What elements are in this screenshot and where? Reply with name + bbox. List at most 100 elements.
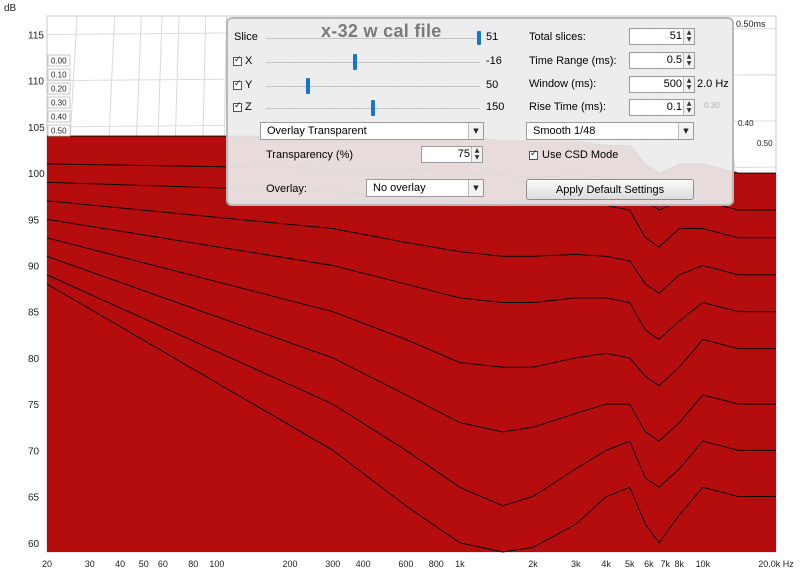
x-label: X <box>245 55 253 67</box>
y-axis-ticks: 60 65 70 75 80 85 90 95 100 105 110 115 <box>28 30 45 549</box>
spinner-arrows-icon[interactable]: ▲ ▼ <box>683 100 694 115</box>
slice-line <box>46 218 776 340</box>
depth-label-top: 0.50ms <box>736 19 766 29</box>
slice-line <box>46 274 776 507</box>
y-slider-thumb[interactable] <box>306 78 310 94</box>
y-slider-track[interactable] <box>266 86 480 87</box>
window-value: 500 <box>663 78 682 90</box>
x-tick-label: 20 <box>42 559 52 569</box>
transparency-spinner[interactable]: 75 ▲ ▼ <box>421 146 483 163</box>
chevron-down-icon[interactable]: ▼ <box>468 180 483 196</box>
rise-time-label: Rise Time (ms): <box>529 101 606 113</box>
chevron-down-icon[interactable]: ▼ <box>468 123 483 139</box>
y-axis-label: dB <box>4 3 17 14</box>
window-hz-value: 2.0 Hz <box>697 78 729 90</box>
depth-label-mid: 0.40 <box>738 119 754 128</box>
time-label-box <box>47 96 71 109</box>
z-label: Z <box>245 101 252 113</box>
total-slices-spinner[interactable]: 51 ▲ ▼ <box>629 28 695 45</box>
x-slider-track[interactable] <box>266 62 480 63</box>
slice-slider-track[interactable] <box>266 38 480 39</box>
x-tick-label: 2k <box>528 559 538 569</box>
overlay-mode-dropdown[interactable]: Overlay Transparent ▼ <box>260 122 484 140</box>
spinner-arrows-icon[interactable]: ▲ ▼ <box>683 53 694 68</box>
x-tick-label: 200 <box>282 559 297 569</box>
time-label: 0.10 <box>51 71 67 80</box>
y-tick-label: 115 <box>28 30 44 41</box>
overlay-mode-value: Overlay Transparent <box>267 125 367 137</box>
x-tick-label: 30 <box>85 559 95 569</box>
y-label: Y <box>245 79 253 91</box>
slice-value: 51 <box>486 31 499 43</box>
x-checkbox[interactable] <box>233 55 242 66</box>
spinner-arrows-icon[interactable]: ▲ ▼ <box>471 147 482 162</box>
time-label: 0.00 <box>51 57 67 66</box>
x-tick-label: 80 <box>188 559 198 569</box>
waterfall-controls-panel: x-32 w cal file Slice 51 X -16 Y 50 Z 15… <box>226 17 734 206</box>
x-tick-label: 8k <box>675 559 685 569</box>
x-value: -16 <box>486 55 502 67</box>
rise-time-spinner[interactable]: 0.1 ▲ ▼ <box>629 99 695 116</box>
overlay-label: Overlay: <box>266 183 307 195</box>
time-label-box <box>47 54 71 67</box>
depth-label-low: 0.50 <box>757 139 773 148</box>
time-label: 0.30 <box>51 99 67 108</box>
chevron-down-icon[interactable]: ▼ <box>678 123 693 139</box>
apply-default-settings-button[interactable]: Apply Default Settings <box>526 179 694 200</box>
y-checkbox[interactable] <box>233 79 242 90</box>
slice-label: Slice <box>234 31 258 43</box>
time-label: 0.40 <box>51 113 67 122</box>
transparency-label: Transparency (%) <box>266 149 354 161</box>
x-tick-label: 1k <box>455 559 465 569</box>
time-range-spinner[interactable]: 0.5 ▲ ▼ <box>629 52 695 69</box>
overlay-dropdown[interactable]: No overlay ▼ <box>366 179 484 197</box>
time-label-box <box>47 68 71 81</box>
y-tick-label: 85 <box>28 308 40 319</box>
slice-line <box>46 200 776 294</box>
time-range-label: Time Range (ms): <box>529 55 617 67</box>
rise-time-value: 0.1 <box>666 101 682 113</box>
z-value: 150 <box>486 101 505 113</box>
x-tick-label: 600 <box>398 559 413 569</box>
total-slices-value: 51 <box>669 30 682 42</box>
slice-fill <box>47 284 776 552</box>
waterfall-slices <box>46 135 776 553</box>
time-label-box <box>47 124 71 137</box>
y-tick-label: 60 <box>28 539 40 550</box>
y-tick-label: 95 <box>28 215 40 226</box>
use-csd-checkbox[interactable] <box>529 149 538 160</box>
y-tick-label: 110 <box>28 77 44 88</box>
time-label-box <box>47 110 71 123</box>
transparency-value: 75 <box>457 148 470 160</box>
x-tick-label: 20.0k Hz <box>758 559 794 569</box>
slice-line <box>46 255 776 442</box>
y-tick-label: 100 <box>28 169 45 180</box>
x-tick-label: 400 <box>356 559 371 569</box>
x-tick-label: 60 <box>158 559 168 569</box>
y-tick-label: 105 <box>28 123 45 134</box>
y-tick-label: 75 <box>28 400 40 411</box>
spinner-arrows-icon[interactable]: ▲ ▼ <box>683 77 694 92</box>
slice-slider-thumb[interactable] <box>477 31 481 45</box>
time-label: 0.50 <box>51 127 67 136</box>
time-label: 0.20 <box>51 85 67 94</box>
y-tick-label: 70 <box>28 446 40 457</box>
x-slider-thumb[interactable] <box>353 54 357 70</box>
x-tick-label: 10k <box>696 559 711 569</box>
y-tick-label: 90 <box>28 262 40 273</box>
z-checkbox[interactable] <box>233 101 242 112</box>
x-tick-label: 5k <box>625 559 635 569</box>
window-spinner[interactable]: 500 ▲ ▼ <box>629 76 695 93</box>
overlay-value: No overlay <box>373 182 426 194</box>
x-axis-ticks: 20 30 40 50 60 80 100 200 300 400 600 800 1k 2k 3k 4k 5k… <box>42 559 794 569</box>
smoothing-value: Smooth 1/48 <box>533 125 596 137</box>
y-value: 50 <box>486 79 499 91</box>
smoothing-dropdown[interactable]: Smooth 1/48 ▼ <box>526 122 694 140</box>
z-slider-thumb[interactable] <box>371 100 375 116</box>
rise-time-faded-value: 0.30 <box>704 101 720 110</box>
x-tick-label: 40 <box>115 559 125 569</box>
x-tick-label: 6k <box>644 559 654 569</box>
slice-line <box>46 237 776 387</box>
spinner-arrows-icon[interactable]: ▲ ▼ <box>683 29 694 44</box>
